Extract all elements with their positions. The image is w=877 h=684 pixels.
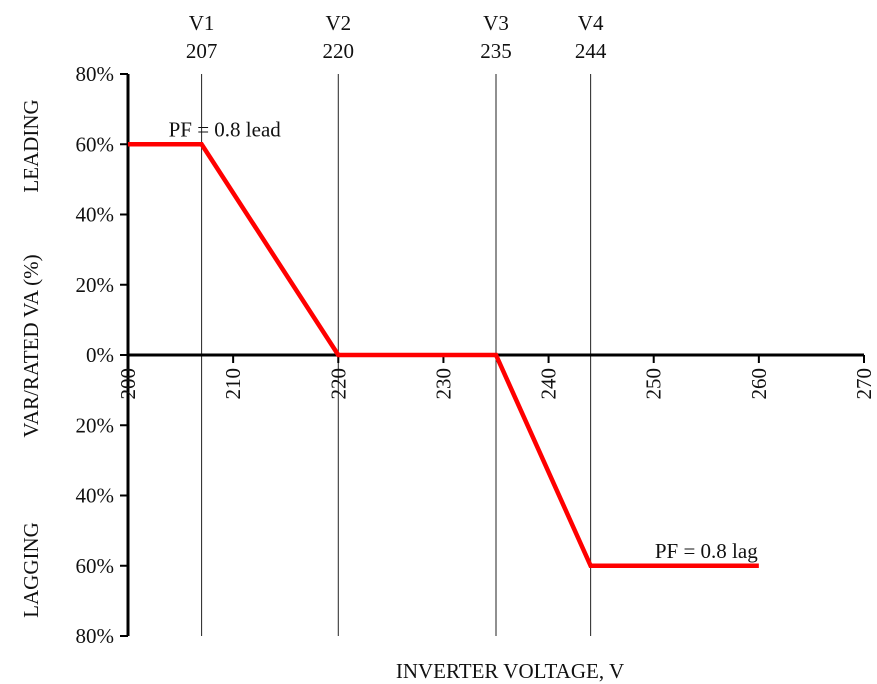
y-tick-label: 40% (76, 484, 115, 508)
y-tick-label: 20% (76, 273, 115, 297)
y-tick-label: 0% (86, 343, 114, 367)
y-axis-title: VAR/RATED VA (%) (19, 254, 43, 437)
y-tick-label: 60% (76, 554, 115, 578)
x-tick-label: 200 (116, 368, 140, 400)
series-group (128, 142, 759, 568)
y-tick-label: 80% (76, 624, 115, 648)
lagging-region-label: LAGGING (19, 522, 43, 618)
y-tick-label: 40% (76, 203, 115, 227)
y-tick-label: 80% (76, 62, 115, 86)
marker-name-v4: V4 (578, 11, 604, 35)
leading-region-label: LEADING (19, 99, 43, 192)
x-axis-title: INVERTER VOLTAGE, V (396, 659, 624, 683)
x-axis-ticks: 200 210 220 230 240 250 260 270 (116, 355, 876, 400)
y-tick-label: 60% (76, 132, 115, 156)
marker-value-v2: 220 (323, 39, 355, 63)
marker-name-v2: V2 (325, 11, 351, 35)
marker-value-v4: 244 (575, 39, 607, 63)
marker-value-v3: 235 (480, 39, 512, 63)
x-tick-label: 210 (221, 368, 245, 400)
x-tick-label: 260 (747, 368, 771, 400)
x-tick-label: 230 (431, 368, 455, 400)
y-tick-label: 20% (76, 413, 115, 437)
annotation-1: PF = 0.8 lag (655, 539, 758, 563)
marker-value-v1: 207 (186, 39, 218, 63)
annotations: PF = 0.8 lead PF = 0.8 lag (169, 117, 759, 563)
x-tick-label: 250 (642, 368, 666, 400)
marker-name-v3: V3 (483, 11, 509, 35)
voltage-marker-labels: V1 207 V2 220 V3 235 V4 244 (186, 11, 607, 63)
y-axis-ticks: 80% 60% 40% 20% 0% 20% 40% 60% 80% (76, 62, 128, 648)
series-line-0 (128, 142, 759, 568)
annotation-0: PF = 0.8 lead (169, 117, 282, 141)
x-tick-label: 220 (326, 368, 350, 400)
marker-name-v1: V1 (189, 11, 215, 35)
x-tick-label: 270 (852, 368, 876, 400)
x-tick-label: 240 (537, 368, 561, 400)
